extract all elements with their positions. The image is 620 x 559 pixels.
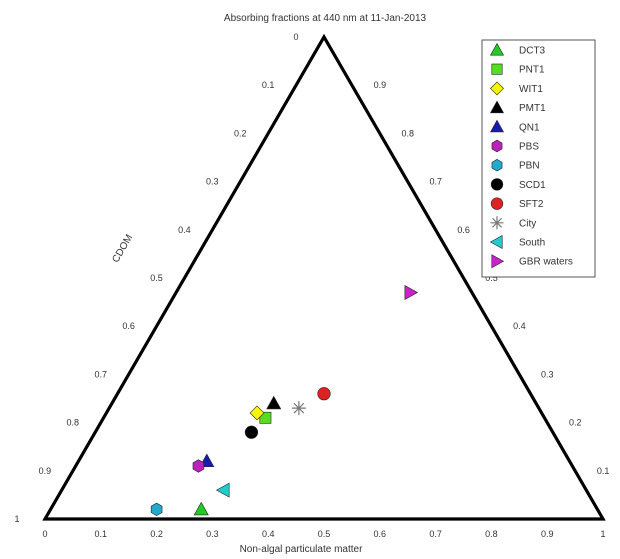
legend-marker (490, 197, 504, 210)
left-tick-label: 0.6 (122, 321, 135, 331)
legend-label: GBR waters (519, 257, 573, 268)
bottom-tick-label: 0.1 (95, 529, 108, 539)
legend-marker (489, 42, 505, 56)
ternary-triangle (42, 33, 606, 521)
legend-label: PBN (519, 161, 540, 172)
bottom-tick-label: 0.4 (262, 529, 275, 539)
right-tick-label: 0.5 (485, 273, 498, 283)
bottom-tick-label: 0.5 (318, 529, 331, 539)
data-point (317, 387, 331, 401)
legend-marker (491, 254, 505, 269)
legend-label: PMT1 (519, 103, 546, 114)
data-point (249, 405, 265, 421)
data-point (404, 284, 419, 300)
left-tick-label: 0.9 (39, 466, 52, 476)
left-tick-label: 0.5 (150, 273, 163, 283)
legend-marker (491, 63, 503, 75)
legend-label: SCD1 (519, 180, 546, 191)
data-point (244, 425, 259, 439)
legend-marker (489, 100, 505, 114)
left-tick-label: 0.3 (206, 177, 219, 187)
bottom-tick-label: 0.7 (429, 529, 442, 539)
legend-label: City (519, 218, 536, 229)
legend-label: South (519, 238, 545, 249)
data-point (266, 395, 282, 410)
left-tick-label: 0.7 (94, 369, 107, 379)
legend-marker (489, 234, 503, 250)
right-tick-label: 0.3 (541, 369, 554, 379)
legend-marker (490, 81, 504, 96)
bottom-tick-label: 1 (600, 529, 605, 539)
legend-label: PBS (519, 142, 539, 153)
right-tick-label: 0.6 (457, 225, 470, 235)
left-axis-label: CDOM (110, 233, 135, 265)
legend-label: SFT2 (519, 199, 544, 210)
left-axis-ticks: 0 0.1 0.2 0.3 0.4 0.5 0.6 0.7 0.8 0.9 1 (14, 32, 298, 524)
right-tick-label: 0.2 (569, 418, 582, 428)
legend-label: WIT1 (519, 84, 543, 95)
right-axis-ticks: 0.90.80.70.60.50.40.30.20.10 (374, 80, 610, 476)
bottom-tick-label: 0.2 (150, 529, 163, 539)
left-tick-label: 1 (14, 514, 19, 524)
legend-box (481, 39, 596, 278)
data-point (291, 401, 306, 416)
legend-label: PNT1 (519, 65, 545, 76)
data-point (192, 459, 205, 473)
bottom-tick-label: 0 (42, 529, 47, 539)
data-points (150, 284, 419, 517)
data-point (193, 501, 209, 516)
left-tick-label: 0.1 (262, 80, 275, 90)
data-point (259, 411, 272, 424)
bottom-tick-label: 0.9 (541, 529, 554, 539)
legend-marker (490, 216, 504, 230)
right-tick-label: 0.4 (513, 321, 526, 331)
legend-marker (491, 139, 503, 153)
right-tick-label: 0.9 (374, 80, 387, 90)
legend-label: DCT3 (519, 46, 546, 57)
bottom-axis-ticks: 0 0.1 0.2 0.3 0.4 0.5 0.6 0.7 0.8 0.9 1 (42, 529, 605, 539)
bottom-tick-label: 0.8 (485, 529, 498, 539)
data-point (215, 482, 230, 498)
right-tick-label: 0.7 (429, 177, 442, 187)
data-point (150, 502, 163, 517)
left-tick-label: 0.4 (178, 225, 191, 235)
right-tick-label: 0.1 (597, 466, 610, 476)
bottom-tick-label: 0.6 (374, 529, 387, 539)
x-axis-label: Non-algal particulate matter (240, 544, 364, 555)
legend-label: QN1 (519, 122, 540, 133)
left-tick-label: 0.2 (234, 128, 247, 138)
legend-marker (491, 159, 503, 172)
right-tick-label: 0.8 (402, 128, 415, 138)
legend-marker (489, 119, 505, 133)
left-tick-label: 0.8 (67, 418, 80, 428)
bottom-tick-label: 0.3 (206, 529, 219, 539)
chart-title: Absorbing fractions at 440 nm at 11-Jan-… (224, 13, 427, 24)
legend: DCT3 PNT1 WIT1 PMT1 QN1 PBS PBN SCD1 SFT2 City Sou… (481, 39, 596, 278)
left-tick-label: 0 (293, 32, 298, 42)
legend-marker (490, 178, 504, 191)
plot-area (42, 33, 606, 521)
